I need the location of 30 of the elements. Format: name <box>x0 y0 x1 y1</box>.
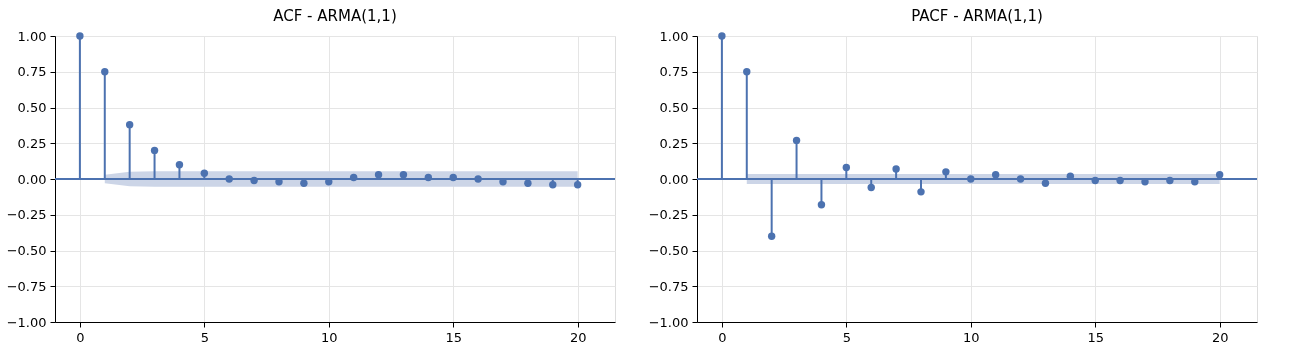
y-tick-label: 0.25 <box>17 135 47 151</box>
chart-title: ACF - ARMA(1,1) <box>273 7 397 25</box>
y-tick-label: 0.25 <box>659 135 689 151</box>
y-tick-label: −0.25 <box>6 207 47 223</box>
x-tick-label: 10 <box>321 329 338 345</box>
y-tick-label: −1.00 <box>6 314 47 330</box>
x-tick-label: 10 <box>963 329 980 345</box>
x-tick-label: 0 <box>718 329 727 345</box>
y-tick-label: −0.75 <box>648 278 689 294</box>
y-tick-label: 1.00 <box>659 28 689 44</box>
y-tick-label: −0.50 <box>6 243 47 258</box>
x-tick-label: 5 <box>200 329 209 345</box>
y-tick-label: −1.00 <box>648 314 689 330</box>
y-tick-label: −0.50 <box>648 243 689 258</box>
x-tick-label: 5 <box>842 329 851 345</box>
y-tick-label: 0.00 <box>659 171 689 187</box>
y-tick-label: −0.25 <box>648 207 689 223</box>
y-tick-label: 0.75 <box>17 64 47 80</box>
y-tick-label: 0.75 <box>659 64 689 80</box>
chart-title: PACF - ARMA(1,1) <box>911 7 1043 25</box>
y-tick-label: 0.50 <box>659 100 689 115</box>
x-tick-label: 15 <box>1087 329 1104 345</box>
y-tick-label: 1.00 <box>17 28 47 44</box>
y-tick-label: 0.50 <box>17 100 47 115</box>
y-tick-label: 0.00 <box>17 171 47 187</box>
y-tick-label: −0.75 <box>6 278 47 294</box>
x-tick-label: 0 <box>76 329 85 345</box>
x-tick-label: 15 <box>445 329 462 345</box>
x-tick-label: 20 <box>1211 329 1229 345</box>
x-tick-label: 20 <box>569 329 587 345</box>
